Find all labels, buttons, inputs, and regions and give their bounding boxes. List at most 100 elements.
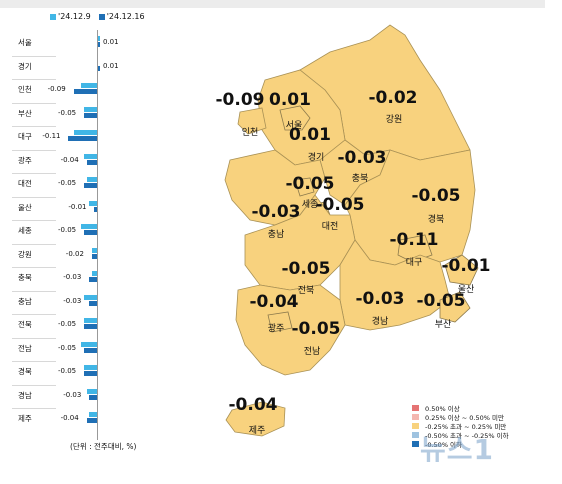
map-value-label: 0.01 xyxy=(269,90,311,110)
category-label: 경기 xyxy=(18,61,32,71)
row-separator xyxy=(12,243,56,245)
region-jeonnam xyxy=(235,284,346,376)
bar xyxy=(89,200,97,206)
map-value-label: -0.05 xyxy=(315,195,365,215)
region-gwangju xyxy=(267,311,293,333)
category-label: 인천 xyxy=(18,85,32,94)
legend-label: -0.50% 이하 xyxy=(425,440,463,449)
legend-label: 0.50% 이상 xyxy=(425,404,460,413)
chart-axis xyxy=(97,30,98,440)
bar xyxy=(89,300,97,306)
legend-label: 0.25% 이상 ~ 0.50% 미만 xyxy=(425,413,504,422)
row-separator xyxy=(12,314,56,315)
map-region-name: 세종 xyxy=(301,200,319,210)
region-ulsan xyxy=(444,254,479,286)
category-label: 경남 xyxy=(18,390,32,400)
row-separator xyxy=(12,337,56,339)
row-separator xyxy=(12,267,56,268)
bar xyxy=(84,365,97,370)
map-value-label: -0.05 xyxy=(281,259,331,279)
bar xyxy=(84,153,97,159)
bar xyxy=(89,394,97,400)
map-region-name: 부산 xyxy=(434,320,452,330)
legend-item-week1: '24.12.9 xyxy=(50,12,91,21)
value-label: -0.11 xyxy=(42,132,61,140)
map-value-label: -0.03 xyxy=(337,148,387,168)
map-value-label: -0.09 xyxy=(215,90,265,110)
row-separator xyxy=(12,55,56,57)
value-label: -0.04 xyxy=(60,155,79,164)
row-separator xyxy=(12,102,56,104)
value-label: 0.01 xyxy=(103,38,119,46)
bar xyxy=(89,277,97,282)
row-separator xyxy=(12,173,56,174)
map-region-name: 경기 xyxy=(307,153,325,163)
value-label: -0.09 xyxy=(47,85,66,93)
bar xyxy=(86,418,97,423)
map-region-name: 경북 xyxy=(427,215,445,225)
value-label: -0.05 xyxy=(58,367,77,375)
value-label: -0.05 xyxy=(58,320,77,328)
category-label: 충남 xyxy=(18,296,32,306)
map-value-label: 0.01 xyxy=(289,125,331,145)
legend-swatch xyxy=(412,404,419,411)
bar xyxy=(97,42,100,47)
value-label: -0.05 xyxy=(58,108,77,117)
map-region-name: 충남 xyxy=(267,230,285,240)
bar xyxy=(91,247,97,253)
row-separator xyxy=(12,220,56,221)
bar xyxy=(84,112,97,118)
row-separator xyxy=(12,79,56,80)
bar xyxy=(84,324,97,329)
category-label: 전남 xyxy=(18,343,32,353)
category-label: 울산 xyxy=(18,202,32,212)
map-value-label: -0.02 xyxy=(368,88,418,108)
news1-watermark: 뉴스1 xyxy=(420,433,495,466)
category-label: 서울 xyxy=(18,38,32,47)
map-value-label: -0.05 xyxy=(291,319,341,339)
map-value-label: -0.05 xyxy=(411,186,461,206)
map-value-label: -0.11 xyxy=(389,230,439,250)
map-region-name: 전남 xyxy=(303,347,321,357)
bar xyxy=(86,177,97,182)
map-region-name: 대구 xyxy=(405,258,423,268)
map-value-label: -0.01 xyxy=(441,256,491,276)
legend-item-week2: '24.12.16 xyxy=(98,12,145,21)
row-separator xyxy=(12,290,56,292)
bar xyxy=(81,83,97,88)
value-label: -0.03 xyxy=(63,273,82,281)
map-legend-item: -0.25% 초과 ~ 0.25% 미만 xyxy=(412,421,509,431)
value-label: -0.03 xyxy=(63,390,82,399)
value-label: -0.04 xyxy=(60,414,79,422)
top-bar xyxy=(0,0,545,8)
category-label: 충북 xyxy=(18,273,32,282)
bar xyxy=(84,294,97,300)
bar xyxy=(84,318,97,323)
legend-swatch xyxy=(412,422,419,429)
map-region-name: 전북 xyxy=(297,286,315,296)
map-value-label: -0.05 xyxy=(416,291,466,311)
category-label: 경북 xyxy=(18,367,32,376)
category-label: 부산 xyxy=(18,108,32,118)
bar xyxy=(73,130,97,135)
legend-swatch xyxy=(412,413,419,420)
map-region-name: 울산 xyxy=(457,285,475,295)
map-legend-item: -0.50% 이하 xyxy=(412,439,509,449)
value-label: -0.03 xyxy=(63,296,82,305)
category-label: 대구 xyxy=(18,132,32,141)
category-label: 세종 xyxy=(18,226,32,235)
bar xyxy=(81,224,97,229)
category-label: 전북 xyxy=(18,320,32,329)
map-region-name: 경남 xyxy=(371,317,389,327)
map-legend-item: -0.50% 초과 ~ -0.25% 이하 xyxy=(412,430,509,440)
bar xyxy=(84,183,97,188)
bar xyxy=(86,159,97,165)
bar xyxy=(97,65,100,71)
bar xyxy=(86,388,97,394)
value-label: -0.01 xyxy=(68,202,87,211)
unit-note: (단위 : 전주대비, %) xyxy=(70,442,137,451)
category-label: 제주 xyxy=(18,414,32,423)
bar xyxy=(68,136,97,141)
bar xyxy=(84,371,97,376)
